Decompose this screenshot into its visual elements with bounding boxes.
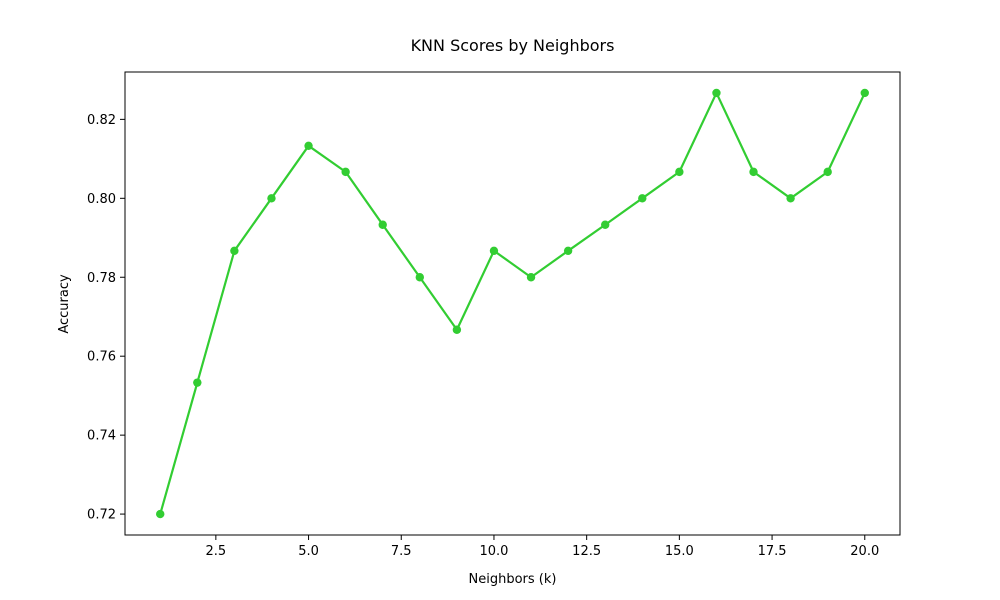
y-axis: 0.72 0.74 0.76 0.78 0.80 0.82 [87, 113, 125, 523]
y-tick-label: 0.76 [87, 350, 116, 365]
data-point [415, 273, 424, 282]
data-point [378, 220, 387, 229]
data-point [601, 220, 610, 229]
y-axis-label: Accuracy [57, 274, 72, 334]
data-point [304, 141, 313, 151]
y-tick-label: 0.78 [87, 271, 116, 286]
x-tick-label: 20.0 [850, 544, 879, 559]
data-point [452, 325, 462, 334]
data-point [230, 246, 239, 256]
x-tick-label: 12.5 [572, 544, 601, 559]
data-point [193, 378, 202, 387]
data-point [823, 167, 832, 177]
x-axis: 2.5 5.0 7.5 10.0 12.5 15.0 17.5 20.0 [206, 535, 879, 559]
data-point [749, 167, 758, 177]
y-tick-label: 0.72 [87, 508, 116, 523]
x-tick-label: 17.5 [758, 544, 787, 559]
x-tick-label: 7.5 [391, 544, 412, 559]
series-layer [156, 88, 869, 519]
data-point [860, 88, 869, 98]
data-point [156, 509, 165, 519]
data-point [638, 194, 647, 203]
x-tick-label: 10.0 [479, 544, 508, 559]
y-tick-label: 0.82 [87, 113, 116, 128]
data-point [563, 246, 573, 256]
y-tick-label: 0.80 [87, 192, 116, 207]
y-tick-label: 0.74 [87, 429, 116, 444]
data-point [526, 273, 536, 282]
x-axis-label: Neighbors (k) [469, 572, 557, 587]
data-point [712, 88, 721, 98]
data-point [489, 246, 499, 256]
data-point [267, 194, 276, 203]
series-line [159, 91, 866, 516]
plot-area [124, 71, 901, 536]
data-point [341, 167, 350, 177]
data-point [786, 194, 795, 203]
x-tick-label: 2.5 [206, 544, 227, 559]
data-point [675, 167, 684, 177]
x-tick-label: 15.0 [665, 544, 694, 559]
chart-title: KNN Scores by Neighbors [411, 36, 615, 55]
x-tick-label: 5.0 [298, 544, 319, 559]
plot-frame [124, 71, 901, 536]
